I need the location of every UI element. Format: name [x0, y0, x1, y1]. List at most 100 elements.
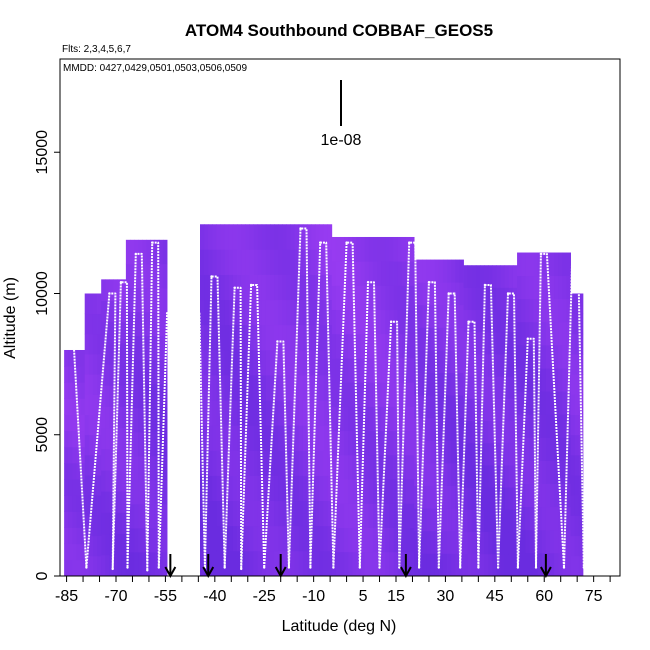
curtain-cell — [270, 224, 275, 250]
curtain-cell — [105, 491, 110, 513]
curtain-cell — [241, 299, 246, 326]
curtain-cell — [101, 427, 106, 450]
curtain-cell — [442, 282, 448, 306]
curtain-cell — [570, 414, 576, 436]
curtain-cell — [150, 311, 156, 337]
curtain-cell — [484, 398, 489, 422]
curtain-cell — [249, 500, 254, 527]
curtain-cell — [109, 512, 114, 535]
curtain-cell — [340, 406, 345, 432]
curtain-cell — [146, 359, 151, 385]
curtain-cell — [146, 335, 151, 361]
curtain-cell — [146, 263, 151, 289]
curtain-cell — [356, 503, 361, 528]
curtain-cell — [405, 333, 411, 359]
curtain-cell — [241, 224, 246, 250]
curtain-cell — [397, 236, 403, 262]
curtain-cell — [245, 349, 250, 376]
curtain-cell — [558, 275, 563, 300]
curtain-cell — [72, 462, 77, 480]
curtain-cell — [385, 333, 390, 359]
curtain-cell — [504, 265, 510, 288]
curtain-cell — [525, 275, 530, 300]
curtain-cell — [418, 508, 423, 532]
curtain-cell — [541, 483, 547, 508]
curtain-cell — [278, 425, 283, 451]
curtain-cell — [101, 512, 106, 535]
curtain-cell — [76, 462, 81, 480]
curtain-cell — [352, 236, 357, 262]
curtain-cell — [475, 287, 481, 311]
curtain-cell — [162, 551, 168, 576]
curtain-cell — [414, 530, 419, 554]
curtain-cell — [241, 400, 246, 426]
curtain-cell — [574, 354, 580, 375]
curtain-cell — [302, 475, 308, 502]
curtain-cell — [261, 500, 267, 527]
curtain-cell — [426, 327, 431, 351]
curtain-cell — [410, 406, 415, 432]
curtain-cell — [228, 425, 234, 451]
curtain-cell — [298, 375, 304, 401]
curtain-cell — [340, 430, 345, 456]
curtain-cell — [253, 425, 259, 451]
curtain-cell — [315, 450, 320, 476]
profile-trough-point — [534, 566, 538, 569]
curtain-cell — [529, 252, 534, 277]
curtain-cell — [265, 550, 271, 576]
curtain-cell — [550, 529, 555, 554]
curtain-cell — [125, 263, 131, 289]
curtain-cell — [216, 299, 221, 326]
curtain-cell — [125, 335, 131, 361]
y-tick-label: 10000 — [34, 271, 51, 316]
curtain-cell — [121, 321, 127, 344]
curtain-cell — [315, 400, 320, 426]
curtain-cell — [467, 420, 473, 444]
curtain-cell — [68, 462, 73, 480]
curtain-cell — [212, 425, 217, 451]
curtain-cell — [545, 298, 551, 323]
profile-peak-point — [345, 241, 348, 244]
curtain-cell — [158, 431, 164, 457]
curtain-cell — [558, 368, 563, 392]
curtain-cell — [274, 249, 279, 275]
curtain-cell — [521, 252, 526, 277]
curtain-cell — [463, 465, 469, 488]
curtain-cell — [570, 394, 576, 415]
curtain-cell — [401, 479, 407, 504]
curtain-cell — [232, 400, 238, 426]
curtain-cell — [232, 249, 238, 275]
curtain-cell — [496, 465, 501, 488]
curtain-cell — [541, 252, 547, 277]
curtain-cell — [442, 530, 448, 554]
curtain-cell — [265, 224, 271, 250]
curtain-cell — [488, 420, 493, 444]
curtain-cell — [232, 450, 238, 476]
curtain-cell — [121, 448, 127, 471]
curtain-cell — [405, 454, 411, 480]
curtain-cell — [438, 553, 444, 576]
curtain-cell — [566, 483, 571, 508]
curtain-cell — [278, 500, 283, 527]
curtain-cell — [138, 527, 143, 553]
curtain-cell — [545, 506, 551, 531]
curtain-cell — [212, 400, 217, 426]
curtain-cell — [496, 376, 501, 399]
curtain-cell — [558, 460, 563, 484]
curtain-cell — [64, 543, 69, 561]
curtain-cell — [138, 551, 143, 576]
curtain-cell — [410, 551, 415, 576]
curtain-cell — [146, 455, 151, 481]
curtain-cell — [574, 434, 580, 456]
curtain-cell — [554, 460, 559, 484]
x-tick-label: 45 — [486, 588, 504, 605]
curtain-cell — [311, 425, 316, 451]
curtain-cell — [274, 324, 279, 351]
curtain-cell — [537, 391, 543, 415]
curtain-cell — [302, 324, 308, 351]
curtain-cell — [344, 309, 349, 335]
curtain-cell — [451, 304, 456, 328]
curtain-cell — [307, 550, 312, 576]
curtain-cell — [480, 376, 485, 399]
curtain-cell — [212, 274, 217, 301]
